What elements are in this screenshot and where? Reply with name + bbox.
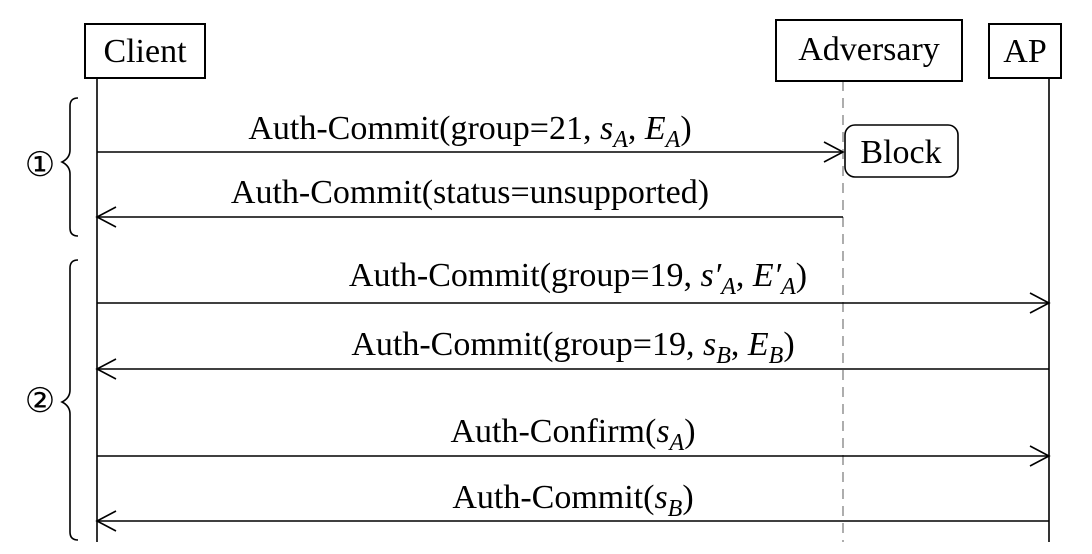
message-text: s′ — [701, 257, 722, 294]
client-label: Client — [103, 33, 187, 70]
message-label-6: Auth-Commit(sB) — [452, 479, 693, 522]
ap-participant: AP — [988, 23, 1062, 79]
subscript-text: B — [769, 343, 784, 369]
message-text: s — [656, 413, 669, 450]
message-text: s — [654, 479, 667, 516]
subscript-text: A — [611, 127, 628, 153]
message-text: Auth-Commit( — [452, 479, 654, 516]
adversary-participant: Adversary — [775, 19, 963, 82]
block-box: Block — [844, 124, 959, 178]
phase-1-marker: ① — [25, 147, 55, 184]
message-text: Auth-Commit(status=unsupported) — [231, 174, 709, 211]
subscript-text: B — [668, 496, 683, 522]
message-label-4: Auth-Commit(group=19, sB, EB) — [351, 326, 794, 369]
subscript-text: A — [668, 430, 685, 456]
message-label-5: Auth-Confirm(sA) — [450, 413, 695, 456]
subscript-text: A — [719, 274, 736, 300]
phase-1-brace — [60, 97, 79, 237]
message-text: s — [600, 110, 613, 147]
message-text: , — [628, 110, 645, 147]
phase-2-marker: ② — [25, 383, 55, 420]
subscript-text: B — [716, 343, 731, 369]
block-label: Block — [860, 134, 941, 171]
adversary-label: Adversary — [798, 31, 940, 68]
message-text: Auth-Commit(group=19, — [349, 257, 701, 294]
message-text: , — [731, 326, 748, 363]
message-label-2: Auth-Commit(status=unsupported) — [231, 174, 709, 211]
message-text: E — [644, 110, 666, 147]
message-text: Auth-Confirm( — [450, 413, 656, 450]
message-text: ) — [796, 257, 807, 294]
message-text: s — [703, 326, 716, 363]
subscript-text: A — [779, 274, 796, 300]
phase-2-brace — [60, 259, 79, 541]
message-text: E′ — [752, 257, 782, 294]
message-text: Auth-Commit(group=21, — [248, 110, 600, 147]
message-text: Auth-Commit(group=19, — [351, 326, 703, 363]
client-participant: Client — [84, 23, 206, 79]
ap-label: AP — [1003, 33, 1046, 70]
subscript-text: A — [664, 127, 681, 153]
message-text: ) — [684, 413, 695, 450]
message-text: ) — [682, 479, 693, 516]
message-text: ) — [680, 110, 691, 147]
message-label-3: Auth-Commit(group=19, s′A, E′A) — [349, 257, 807, 300]
message-text: , — [736, 257, 753, 294]
message-text: ) — [783, 326, 794, 363]
message-label-1: Auth-Commit(group=21, sA, EA) — [248, 110, 691, 153]
message-text: E — [747, 326, 769, 363]
